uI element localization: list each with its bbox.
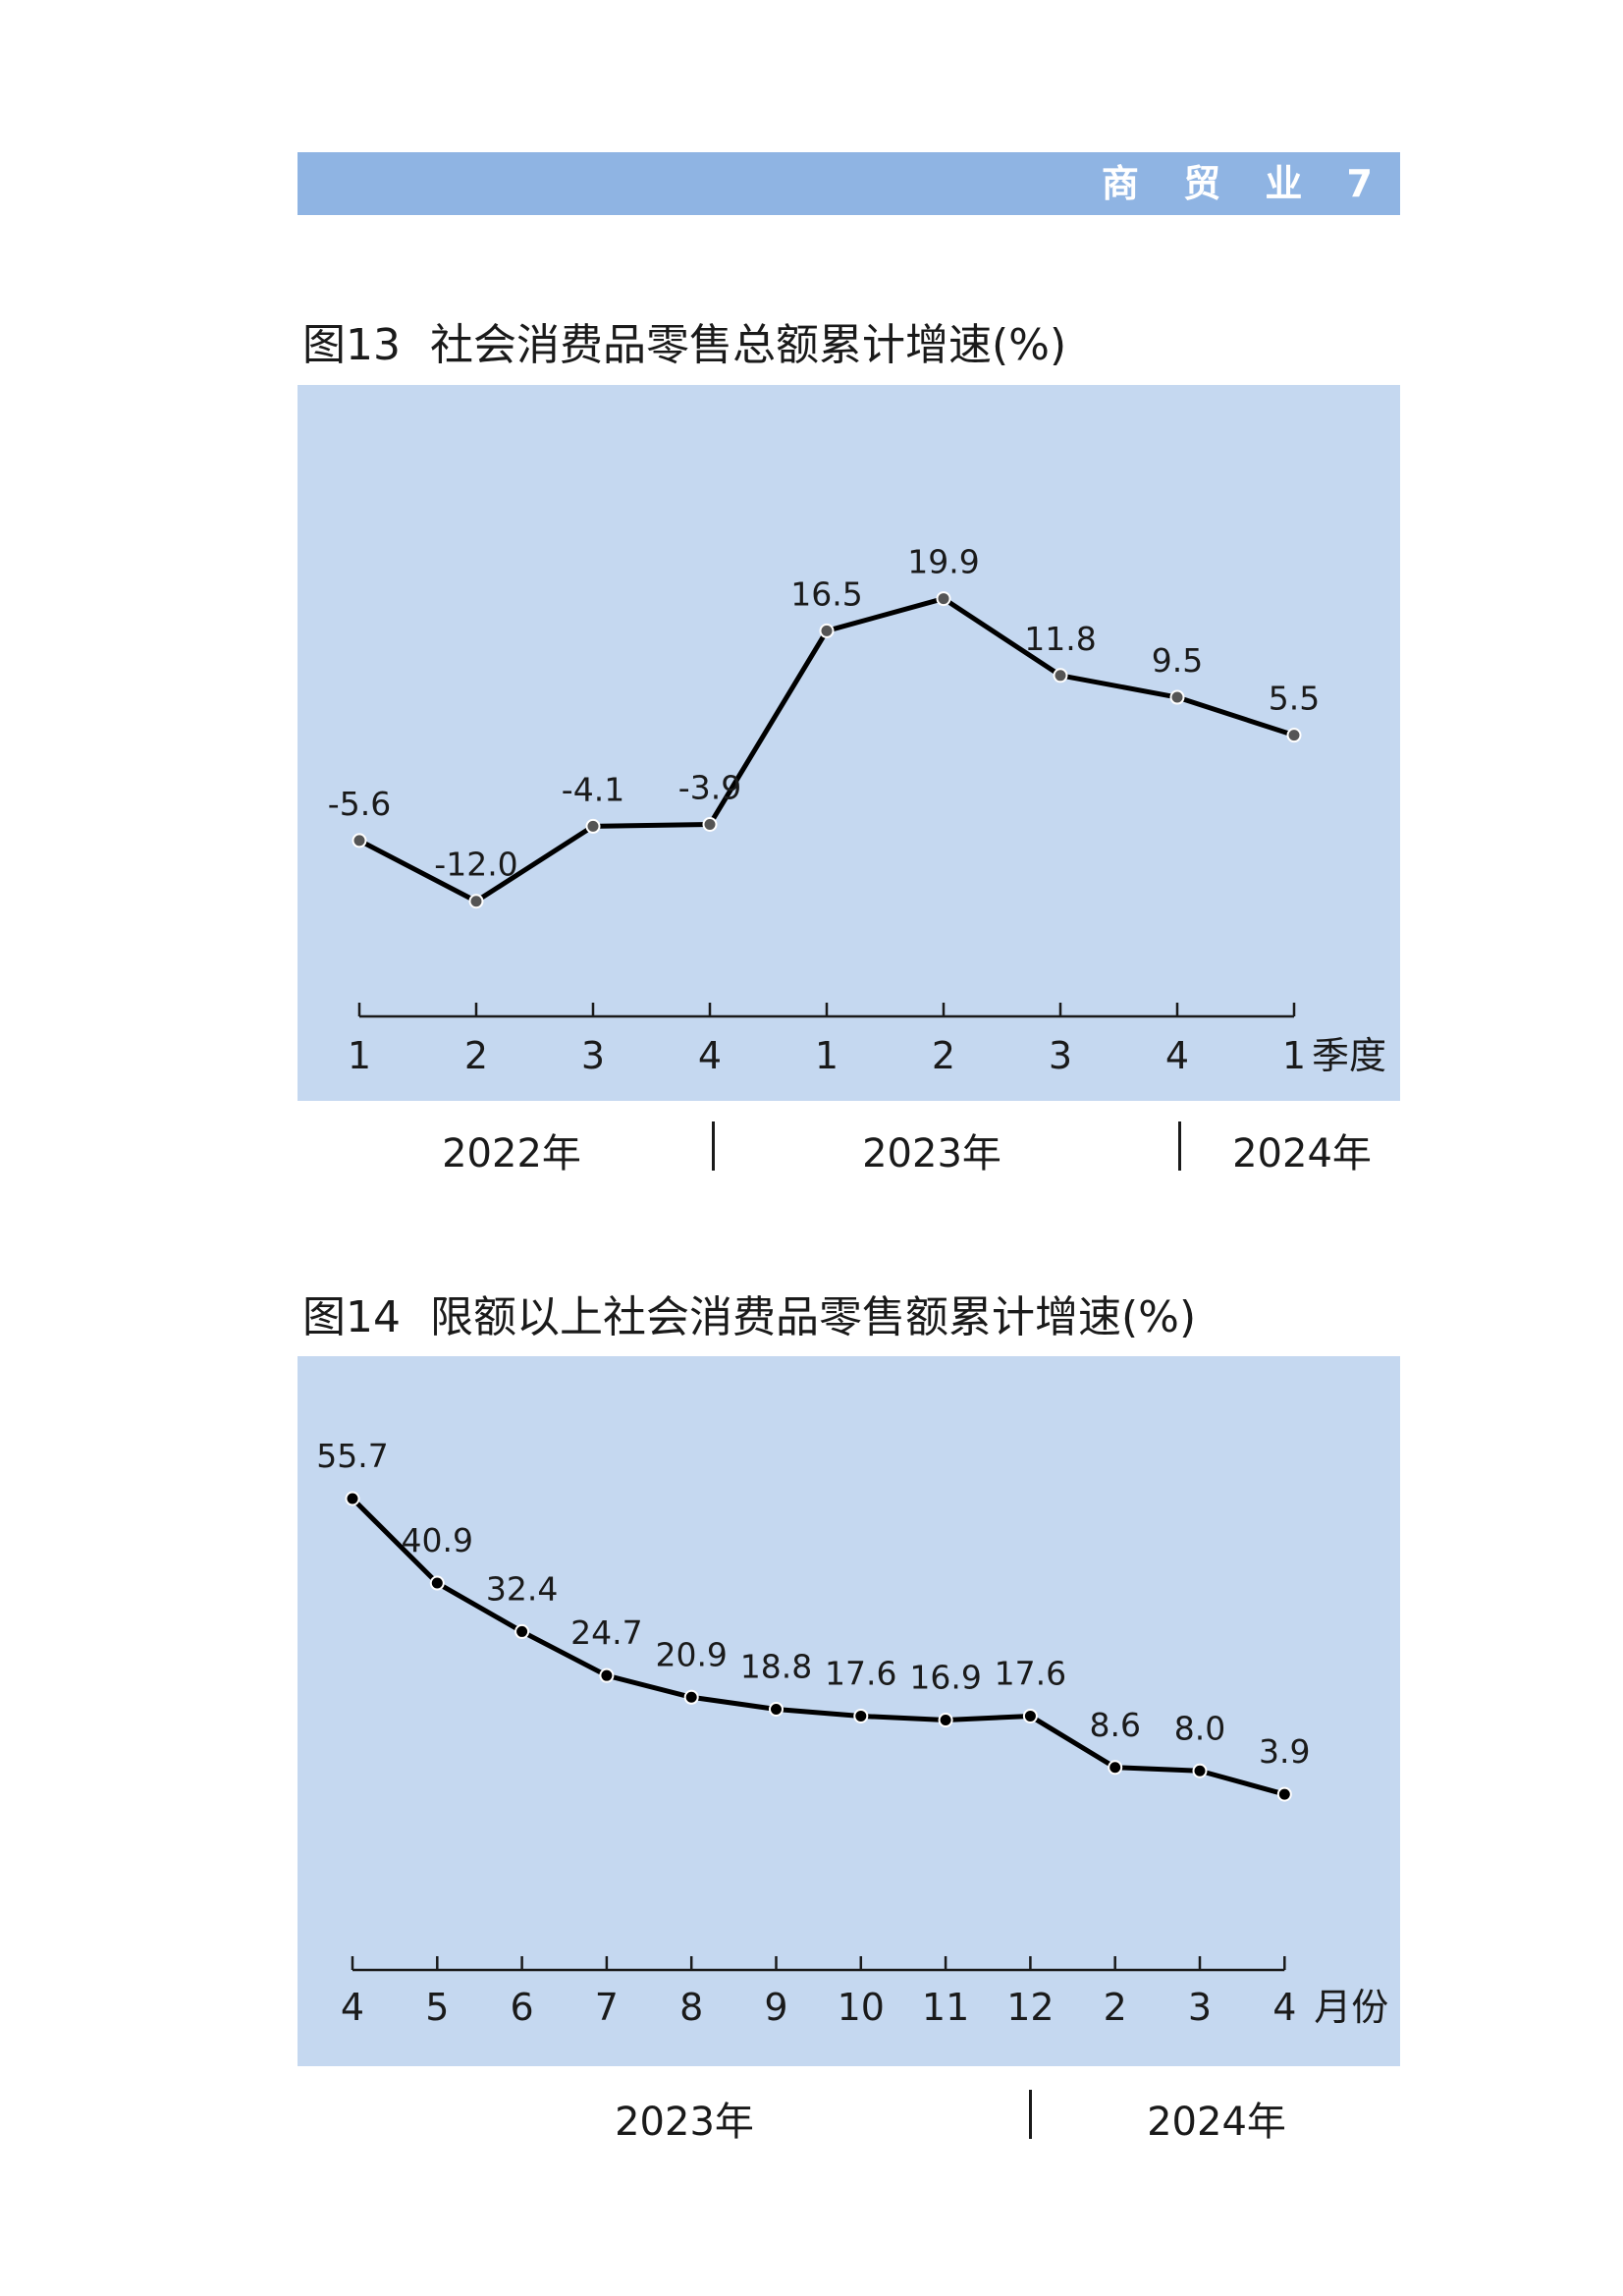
data-label: 3.9 <box>1259 1732 1310 1771</box>
x-tick-label: 10 <box>838 1986 885 2029</box>
data-label: 16.5 <box>790 574 862 613</box>
x-tick-label: 9 <box>764 1986 787 2029</box>
data-label: 8.0 <box>1174 1709 1225 1747</box>
chart14-year-row: 2023年 2024年 <box>298 2090 1400 2149</box>
series-line <box>351 1497 1285 1797</box>
data-label: -12.0 <box>434 846 517 884</box>
data-point <box>429 1575 445 1591</box>
chart13-title-text: 社会消费品零售总额累计增速(%) <box>430 320 1067 370</box>
x-tick-label: 2 <box>932 1034 955 1077</box>
data-point <box>819 623 835 638</box>
data-point <box>1022 1708 1038 1723</box>
section-label: 商 贸 业 7 <box>1101 162 1388 205</box>
chart14-panel: 4 5 6 7 8 9 10 11 12 2 3 4 月份 55.7 40.9 32.4 24.7 20.9 18.… <box>298 1356 1400 2066</box>
data-point <box>936 591 951 607</box>
chart13-year-row: 2022年 2023年 2024年 <box>298 1121 1400 1180</box>
chart14-number: 图14 <box>302 1292 401 1342</box>
year-label: 2022年 <box>442 1131 581 1176</box>
page-header-bar: 商 贸 业 7 <box>298 152 1400 215</box>
data-label: 20.9 <box>655 1635 727 1673</box>
x-tick-label: 1 <box>815 1034 839 1077</box>
x-tick-label: 4 <box>1272 1986 1296 2029</box>
chart13-panel: 1 2 3 4 1 2 3 4 1 季度 -5.6 -12.0 -4.1 -3.9 16.5 19.9 11.8… <box>298 385 1400 1101</box>
data-point <box>1169 689 1185 705</box>
data-point <box>683 1689 699 1705</box>
data-label: 11.8 <box>1024 620 1096 658</box>
x-tick-label: 3 <box>1188 1986 1212 2029</box>
data-label: 16.9 <box>909 1659 981 1697</box>
chart14-plot: 4 5 6 7 8 9 10 11 12 2 3 4 月份 55.7 40.9 32.4 24.7 20.9 18.… <box>316 1437 1388 2029</box>
x-tick-label: 5 <box>425 1986 449 2029</box>
x-tick-label: 4 <box>341 1986 364 2029</box>
data-point <box>514 1623 530 1639</box>
data-point <box>585 818 601 834</box>
year-separator <box>712 1121 715 1171</box>
x-tick-label: 3 <box>1049 1034 1072 1077</box>
x-unit-label: 季度 <box>1312 1034 1386 1077</box>
data-point <box>1276 1786 1292 1802</box>
data-label: 24.7 <box>570 1613 642 1652</box>
data-label: 55.7 <box>316 1437 388 1475</box>
x-unit-label: 月份 <box>1314 1986 1388 2029</box>
x-tick-label: 8 <box>679 1986 703 2029</box>
data-label: 40.9 <box>402 1521 473 1559</box>
data-label: 9.5 <box>1152 641 1203 680</box>
year-label: 2024年 <box>1147 2100 1286 2145</box>
data-point <box>599 1667 615 1683</box>
data-point <box>1108 1760 1123 1776</box>
data-label: 19.9 <box>907 543 979 581</box>
chart13-number: 图13 <box>302 320 401 370</box>
data-point <box>1053 668 1068 683</box>
chart13-plot: 1 2 3 4 1 2 3 4 1 季度-5.6-12.0-4.1 -3.916.519.911.8… <box>328 543 1386 1077</box>
year-label: 2023年 <box>615 2100 754 2145</box>
data-label: 18.8 <box>740 1647 812 1685</box>
x-tick-label: 2 <box>1104 1986 1127 2029</box>
year-label: 2023年 <box>862 1131 1001 1176</box>
chart14-title-text: 限额以上社会消费品零售额累计增速(%) <box>430 1292 1197 1342</box>
data-label: 5.5 <box>1269 680 1320 718</box>
data-label: -3.9 <box>678 768 741 806</box>
chart14-title: 图14 限额以上社会消费品零售额累计增速(%) <box>302 1282 1196 1344</box>
x-tick-label: 1 <box>1282 1034 1306 1077</box>
x-tick-label: 4 <box>1165 1034 1189 1077</box>
data-label: 8.6 <box>1089 1706 1140 1744</box>
x-tick-label: 12 <box>1006 1986 1054 2029</box>
x-tick-label: 7 <box>595 1986 619 2029</box>
data-point <box>352 833 367 848</box>
data-point <box>1192 1763 1208 1778</box>
chart13-title: 图13 社会消费品零售总额累计增速(%) <box>302 309 1066 372</box>
data-label: -4.1 <box>562 770 624 808</box>
year-separator <box>1178 1121 1181 1171</box>
x-tick-label: 3 <box>581 1034 605 1077</box>
x-tick-label: 1 <box>348 1034 371 1077</box>
data-label: 17.6 <box>995 1654 1066 1692</box>
data-point <box>938 1713 953 1728</box>
data-label: -5.6 <box>328 785 391 823</box>
data-point <box>1286 728 1302 743</box>
x-tick-label: 2 <box>464 1034 488 1077</box>
x-tick-label: 11 <box>922 1986 969 2029</box>
x-tick-label: 6 <box>511 1986 534 2029</box>
data-point <box>702 816 718 832</box>
data-point <box>468 894 484 909</box>
data-label: 32.4 <box>486 1569 558 1608</box>
data-point <box>769 1701 784 1717</box>
data-point <box>345 1491 360 1506</box>
data-point <box>853 1708 869 1723</box>
data-label: 17.6 <box>825 1654 896 1692</box>
x-tick-label: 4 <box>698 1034 722 1077</box>
year-separator <box>1029 2090 1032 2139</box>
year-label: 2024年 <box>1232 1131 1372 1176</box>
